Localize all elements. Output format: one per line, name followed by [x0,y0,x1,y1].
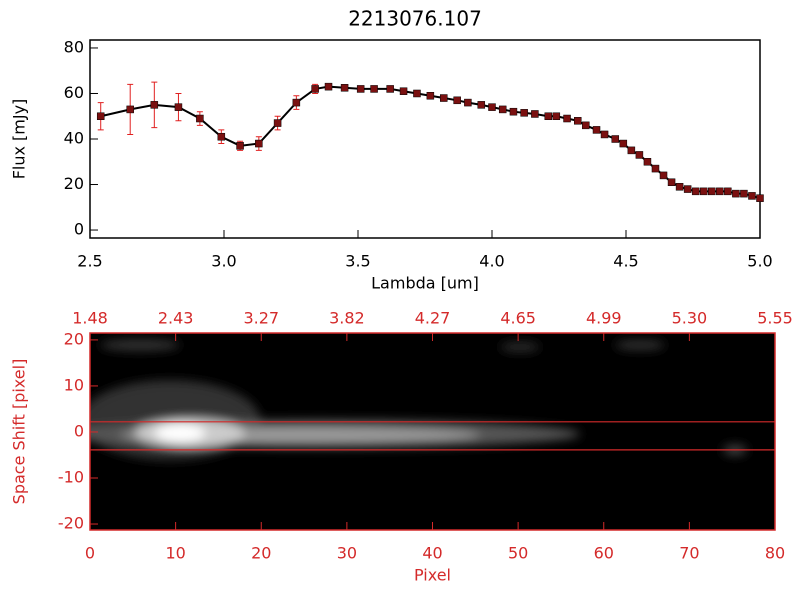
marker [691,187,700,196]
marker [488,103,496,111]
y-axis-label: Flux [mJy] [10,99,29,180]
x2-tick-label: 1.48 [72,309,108,328]
marker [196,114,204,123]
marker [619,139,628,148]
marker [453,96,461,105]
marker [732,189,740,198]
x2-tick-label: 3.27 [243,309,279,328]
x2-tick-label: 2.43 [158,309,194,328]
marker [651,164,660,173]
x2-tick-label: 4.65 [500,309,536,328]
marker [582,121,590,130]
marker [426,92,435,100]
marker [126,105,134,114]
marker [716,187,724,196]
marker [356,85,365,93]
marker [531,110,539,118]
x-axis-label: Lambda [um] [371,274,479,293]
marker [399,87,408,95]
marker [340,84,349,92]
x-axis-label: Pixel [414,566,451,585]
y-tick-label: 10 [64,375,84,394]
marker [724,187,732,196]
marker [477,101,486,109]
y-tick-label: -10 [58,467,84,486]
y-tick-label: 0 [74,421,84,440]
marker [740,189,748,198]
x-tick-label: 70 [679,544,699,563]
marker [659,171,668,180]
data-line [100,85,761,200]
x-tick-label: 10 [165,544,185,563]
marker [635,151,644,159]
marker [292,98,301,107]
marker [413,89,421,98]
marker [627,146,636,155]
x-tick-label: 40 [422,544,442,563]
marker [386,85,394,93]
marker [600,130,609,139]
marker [236,142,244,150]
marker [643,158,652,166]
x-tick-label: 0 [85,544,95,563]
x2-tick-label: 5.30 [672,309,708,328]
x2-tick-label: 4.27 [415,309,451,328]
x-tick-label: 60 [594,544,614,563]
x-tick-label: 50 [508,544,528,563]
marker [574,117,582,125]
plot-frame [89,39,761,239]
x-tick-label: 80 [765,544,785,563]
x-tick-label: 20 [251,544,271,563]
marker [96,112,105,120]
x2-tick-label: 3.82 [329,309,365,328]
y-tick-label: 0 [74,220,84,239]
marker [520,109,528,117]
y-axis-label: Space Shift [pixel] [10,359,29,505]
marker [498,105,507,114]
y-tick-label: 60 [64,83,84,102]
marker [255,139,263,148]
marker [440,94,448,102]
x-tick-label: 5.0 [747,252,772,271]
chart-title: 2213076.107 [348,7,482,31]
y-tick-label: -20 [58,514,84,533]
marker [563,114,571,123]
y-tick-label: 80 [64,37,84,56]
marker [683,185,692,193]
marker [370,85,378,93]
marker [217,132,226,141]
marker [675,183,684,191]
marker [756,194,764,202]
x-tick-label: 4.0 [479,252,504,271]
x-tick-label: 30 [337,544,357,563]
x-tick-label: 3.5 [345,252,370,271]
marker [611,135,620,143]
marker [748,192,756,200]
marker [311,85,319,93]
y-tick-label: 40 [64,129,84,148]
x-tick-label: 4.5 [613,252,638,271]
marker [708,187,716,196]
marker [699,187,708,196]
marker [174,103,183,111]
x2-tick-label: 5.55 [757,309,793,328]
marker [464,98,472,107]
marker [509,107,518,116]
y-tick-label: 20 [64,329,84,348]
x-tick-label: 2.5 [77,252,102,271]
marker [150,101,159,109]
marker [552,112,561,120]
marker [592,126,601,134]
marker [667,178,676,186]
marker [324,82,333,91]
y-tick-label: 20 [64,174,84,193]
x-tick-label: 3.0 [211,252,236,271]
x2-tick-label: 4.99 [586,309,622,328]
spectrum-image [90,333,775,530]
marker [544,112,553,120]
marker [273,119,282,127]
